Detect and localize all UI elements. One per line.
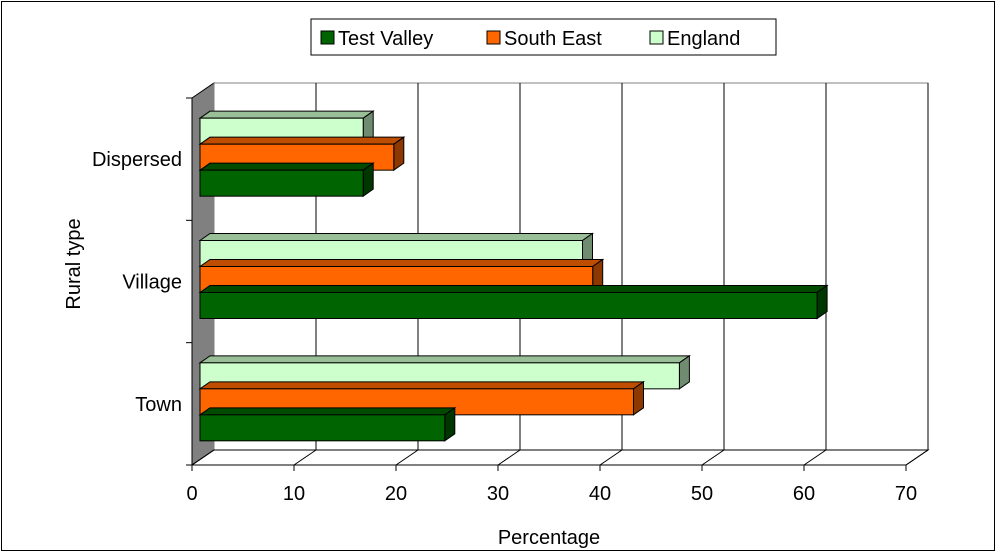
tick-labels: 0 10 20 30 40 50 60 70 Town Village Dispersed: [92, 149, 917, 505]
legend-swatch: [649, 30, 664, 45]
floor-gridline: [191, 449, 215, 466]
x-tick-label: 70: [895, 483, 917, 505]
legend-label: Test Valley: [338, 28, 433, 50]
bars: [198, 110, 829, 442]
floor-gridline: [497, 449, 521, 466]
legend-swatch: [320, 30, 335, 45]
legend: Test Valley South East England: [310, 18, 777, 56]
y-axis-label: Rural type: [63, 218, 85, 309]
x-tick-label: 20: [385, 483, 407, 505]
axes: [186, 97, 907, 471]
y-tick-label: Dispersed: [92, 149, 182, 171]
y-tick-label: Village: [122, 272, 182, 294]
floor-gridline: [701, 449, 725, 466]
x-tick-label: 0: [186, 483, 197, 505]
legend-label: England: [667, 28, 740, 50]
floor: [190, 449, 930, 466]
x-tick-label: 60: [793, 483, 815, 505]
bar: [198, 406, 457, 442]
floor-gridline: [395, 449, 419, 466]
bar-top-face: [198, 233, 595, 241]
bar-top-face: [198, 285, 829, 293]
bar: [198, 284, 829, 320]
bar-top-face: [198, 136, 406, 145]
bar-top-face: [198, 110, 375, 119]
bar-front-face: [199, 414, 446, 442]
x-tick-label: 10: [283, 483, 305, 505]
x-tick-label: 30: [487, 483, 509, 505]
bar-front-face: [199, 292, 818, 319]
bar-top-face: [198, 407, 457, 416]
floor-gridline: [803, 449, 827, 466]
bar-top-face: [198, 259, 605, 267]
legend-swatch: [486, 30, 501, 45]
bar-top-face: [198, 355, 691, 364]
floor-gridline: [905, 449, 929, 466]
bar-top-face: [198, 162, 375, 171]
floor-gridline: [599, 449, 623, 466]
y-tick-label: Town: [135, 394, 182, 416]
x-axis-label: Percentage: [498, 527, 600, 549]
bar: [198, 162, 375, 198]
bar-front-face: [199, 169, 364, 197]
legend-label: South East: [504, 28, 602, 50]
floor-gridline: [293, 449, 317, 466]
bar-top-face: [198, 381, 646, 390]
legend-box: [310, 18, 777, 56]
x-tick-label: 50: [691, 483, 713, 505]
x-tick-label: 40: [589, 483, 611, 505]
